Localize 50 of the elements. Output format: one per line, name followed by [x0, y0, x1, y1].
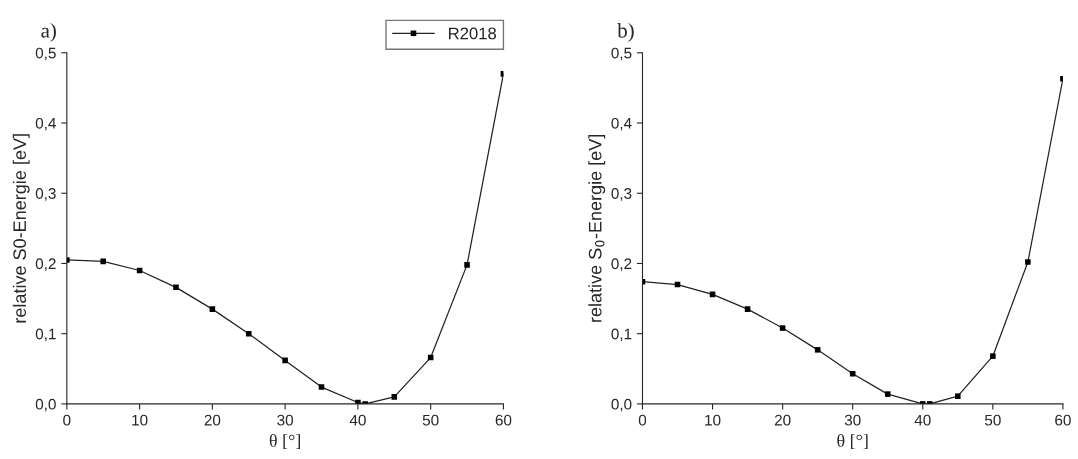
y-tick-label: 0,2 — [611, 258, 632, 271]
x-axis-title: θ [°] — [837, 434, 868, 450]
x-tick-label: 40 — [914, 414, 931, 426]
point — [464, 262, 470, 268]
y-tick-label: 0,4 — [35, 117, 56, 131]
x-tick-label: 10 — [132, 414, 148, 426]
y-tick-label: 0,5 — [611, 47, 632, 61]
point — [814, 347, 821, 353]
point — [245, 330, 252, 337]
y-axis-title: relative S0-Energie [eV] — [12, 134, 30, 323]
chart-title: a) — [41, 22, 56, 42]
point — [849, 370, 856, 377]
y-axis-title: relative S$_{0}$-Energie [eV] — [588, 134, 606, 322]
x-axis-title: θ [°] — [269, 434, 300, 450]
y-tick-label: 0,0 — [35, 398, 56, 412]
y-tick-label: 0,0 — [611, 398, 632, 412]
point — [744, 306, 751, 312]
y-tick-label: 0,5 — [35, 47, 56, 61]
x-tick-label: 30 — [277, 414, 294, 426]
point — [100, 258, 106, 265]
point — [955, 393, 961, 399]
x-tick-label: 50 — [984, 414, 1001, 426]
point — [209, 306, 216, 312]
point — [1025, 259, 1031, 265]
point — [884, 391, 891, 397]
point — [318, 384, 325, 390]
x-tick-label: 20 — [774, 414, 791, 426]
y-tick-label: 0,1 — [611, 328, 632, 342]
point — [779, 325, 786, 331]
y-tick-label: 0,1 — [35, 328, 56, 342]
point — [990, 353, 996, 359]
point — [66, 257, 70, 263]
y-tick-label: 0,2 — [35, 258, 56, 271]
x-tick-label: 50 — [422, 414, 439, 426]
chart-title: b) — [617, 22, 634, 42]
y-tick-label: 0,3 — [35, 188, 56, 201]
x-tick-label: 0 — [638, 414, 647, 426]
x-tick-label: 60 — [1055, 414, 1071, 426]
x-tick-label: 10 — [705, 414, 721, 426]
x-tick-label: 20 — [204, 414, 221, 426]
y-tick-label: 0,3 — [611, 188, 632, 201]
point — [173, 284, 179, 291]
x-tick-label: 60 — [495, 414, 512, 426]
point — [282, 357, 288, 364]
x-tick-label: 40 — [349, 414, 366, 426]
y-tick-label: 0,4 — [611, 117, 632, 131]
x-tick-label: 0 — [63, 414, 71, 426]
point — [391, 394, 398, 400]
x-tick-label: 30 — [844, 414, 861, 426]
legend-label: R2018 — [449, 27, 497, 40]
